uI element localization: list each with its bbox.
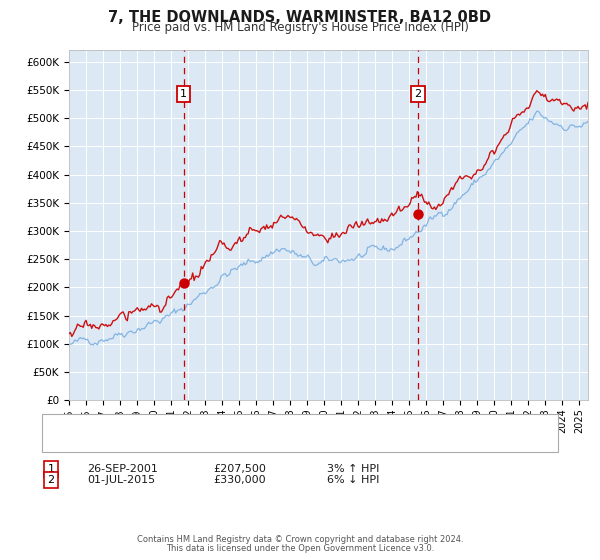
Text: 2: 2 — [47, 475, 55, 485]
Text: HPI: Average price, detached house, Wiltshire: HPI: Average price, detached house, Wilt… — [85, 439, 324, 449]
Text: 3% ↑ HPI: 3% ↑ HPI — [327, 464, 379, 474]
Text: 2: 2 — [414, 89, 421, 99]
Text: 01-JUL-2015: 01-JUL-2015 — [87, 475, 155, 485]
Text: £330,000: £330,000 — [213, 475, 266, 485]
Text: 7, THE DOWNLANDS, WARMINSTER,  BA12 0BD (detached house): 7, THE DOWNLANDS, WARMINSTER, BA12 0BD (… — [85, 431, 426, 441]
Text: 7, THE DOWNLANDS, WARMINSTER, BA12 0BD: 7, THE DOWNLANDS, WARMINSTER, BA12 0BD — [109, 10, 491, 25]
Text: 1: 1 — [47, 464, 55, 474]
Text: 1: 1 — [180, 89, 187, 99]
Text: Price paid vs. HM Land Registry's House Price Index (HPI): Price paid vs. HM Land Registry's House … — [131, 21, 469, 34]
Text: This data is licensed under the Open Government Licence v3.0.: This data is licensed under the Open Gov… — [166, 544, 434, 553]
Text: 26-SEP-2001: 26-SEP-2001 — [87, 464, 158, 474]
Text: £207,500: £207,500 — [213, 464, 266, 474]
Text: Contains HM Land Registry data © Crown copyright and database right 2024.: Contains HM Land Registry data © Crown c… — [137, 535, 463, 544]
Text: 6% ↓ HPI: 6% ↓ HPI — [327, 475, 379, 485]
